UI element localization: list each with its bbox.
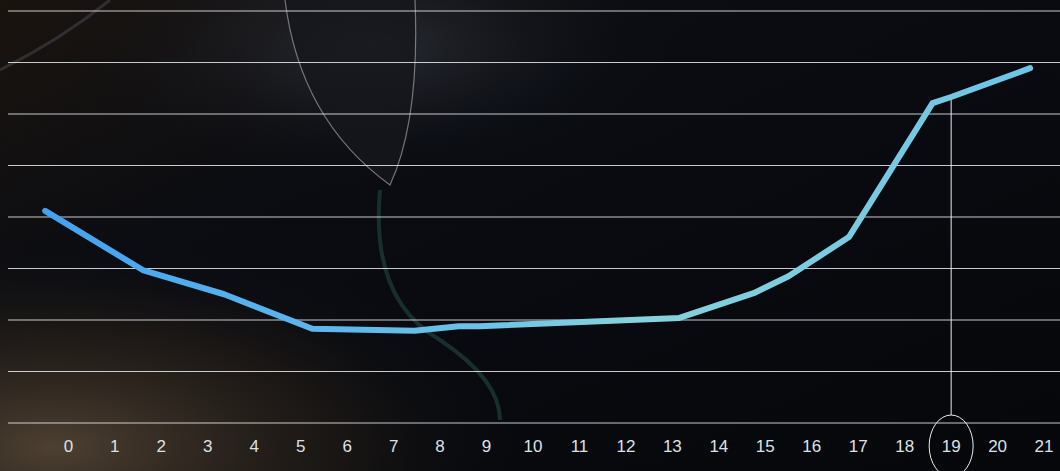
x-tick-label: 2 [157,437,166,456]
x-axis: 0123456789101112131415161718192021 [64,437,1054,456]
x-tick-label: 17 [849,437,868,456]
background-cable [379,190,500,420]
x-tick-label: 4 [250,437,259,456]
background-shape [285,0,416,185]
highlight-ring [929,415,973,471]
x-tick-label: 8 [435,437,444,456]
x-tick-label: 0 [64,437,73,456]
grid-line [8,320,1060,321]
grid-line [8,217,1060,218]
highlight-line [951,97,952,415]
background [0,0,1060,471]
x-tick-label: 7 [389,437,398,456]
x-tick-label: 18 [895,437,914,456]
x-tick-label: 10 [524,437,543,456]
x-tick-label: 6 [342,437,351,456]
background-glow [0,0,1060,471]
grid-line [8,11,1060,12]
background-ground [0,0,1060,471]
grid-line [8,371,1060,372]
x-tick-label: 14 [709,437,728,456]
x-tick-label: 16 [802,437,821,456]
x-tick-label: 11 [571,437,589,456]
x-tick-label: 1 [110,437,119,456]
plot-area [45,68,1030,331]
data-line [45,68,1030,331]
x-tick-label: 21 [1035,437,1054,456]
grid-line [8,114,1060,115]
x-tick-label: 9 [482,437,491,456]
chart: 0123456789101112131415161718192021 [0,0,1060,471]
grid [8,11,1060,423]
x-tick-label: 15 [756,437,775,456]
grid-line [8,62,1060,63]
x-tick-label: 19 [942,437,961,456]
x-tick-label: 12 [616,437,635,456]
x-tick-label: 3 [203,437,212,456]
grid-line [8,165,1060,166]
x-tick-label: 13 [663,437,682,456]
x-tick-label: 20 [988,437,1007,456]
x-tick-label: 5 [296,437,305,456]
grid-line [8,268,1060,269]
grid-line [8,423,1060,424]
